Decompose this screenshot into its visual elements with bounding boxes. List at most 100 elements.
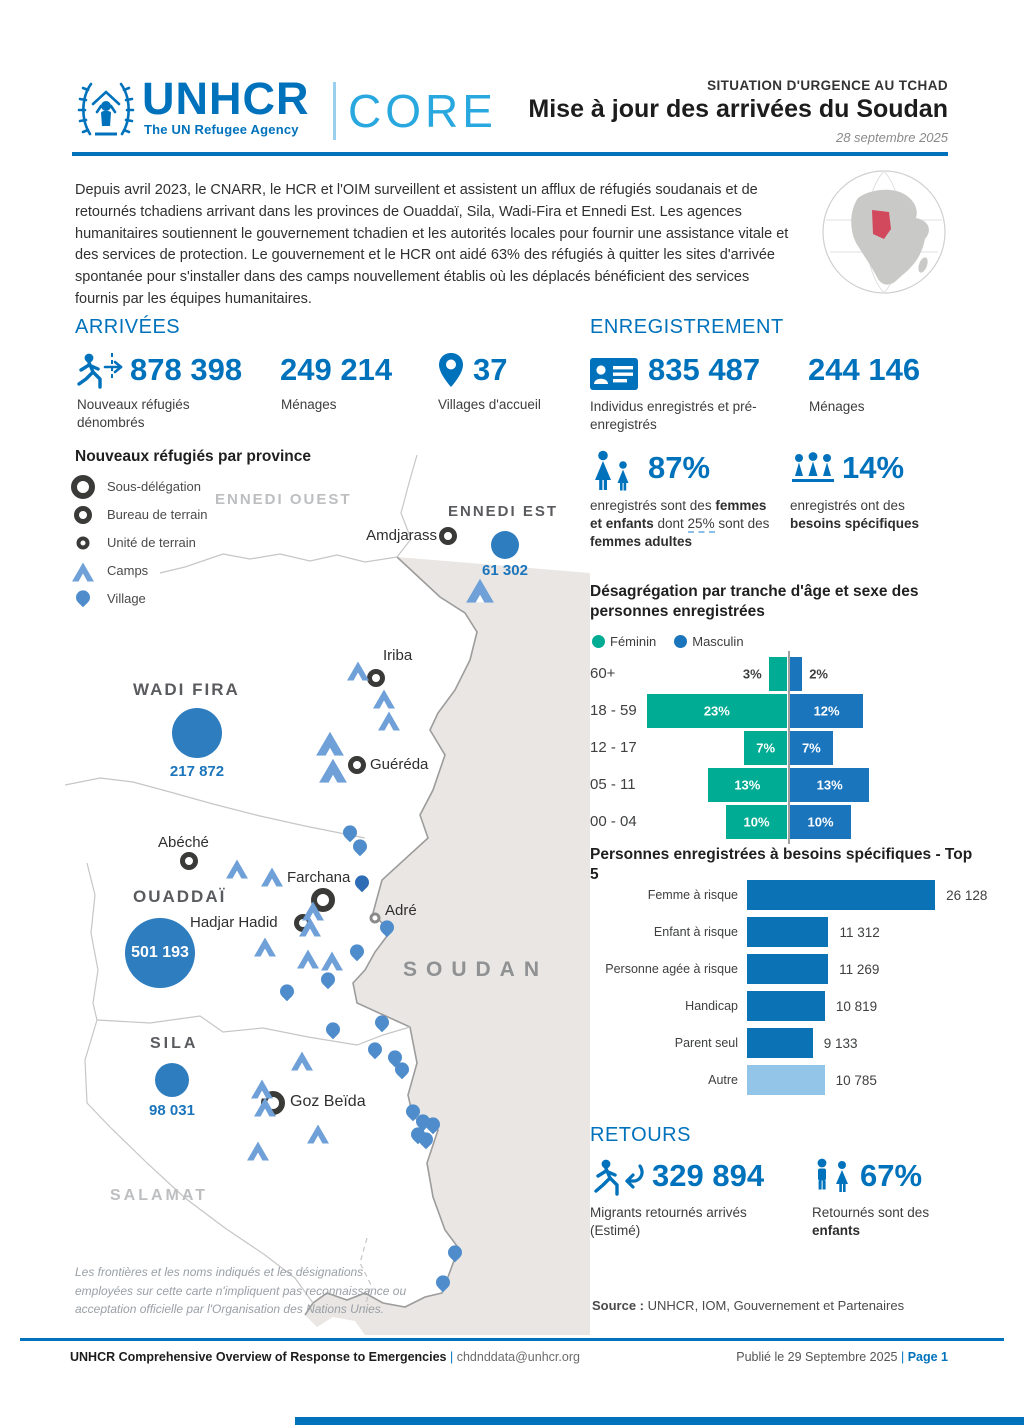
marker-abeche (180, 852, 198, 870)
town-label-amdjarass: Amdjarass (366, 527, 437, 544)
footer-page-separator: | (900, 1350, 908, 1364)
next-page-edge-band (295, 1417, 1024, 1425)
province-label-wadi-fira: WADI FIRA (133, 680, 240, 699)
id-card-icon (590, 358, 638, 390)
category-label: Femme à risque (647, 888, 738, 902)
stat-registered-value: 835 487 (648, 352, 761, 387)
masculin-bar: 13% (790, 767, 870, 802)
stat-registered-households-value: 244 146 (808, 352, 921, 387)
age-group-label: 60+ (590, 665, 616, 682)
category-label: Autre (708, 1073, 738, 1087)
section-title-retours: RETOURS (590, 1124, 691, 1146)
returnee-runner-icon (590, 1158, 646, 1202)
feminin-dot-icon (592, 635, 605, 648)
value-label: 9 133 (823, 1035, 858, 1051)
footer-title: UNHCR Comprehensive Overview of Response… (70, 1350, 447, 1364)
bar-row: Personne agée à risque 11 269 (590, 954, 990, 984)
bubble-wadi-fira-value: 217 872 (169, 763, 225, 780)
unhcr-tagline: The UN Refugee Agency (144, 122, 299, 137)
age-group-label: 12 - 17 (590, 739, 637, 756)
legend-bureau-icon (74, 506, 92, 524)
map-disclaimer: Les frontières et les noms indiqués et l… (75, 1265, 407, 1317)
pyramid-row: 60+ 3% 2% (590, 655, 966, 692)
value-bar-autre (747, 1065, 825, 1095)
bubble-ouaddai-value: 501 193 (131, 944, 189, 961)
bar-row: Autre 10 785 (590, 1065, 990, 1095)
stat-registered-households-label: Ménages (809, 399, 865, 414)
province-label-salamat: SALAMAT (110, 1187, 209, 1204)
town-label-adre: Adré (385, 902, 417, 919)
bubble-sila-value: 98 031 (149, 1102, 195, 1119)
pyramid-row: 18 - 59 23% 12% (590, 692, 966, 729)
bubble-ouaddai (125, 918, 195, 988)
legend-feminin: Féminin (592, 634, 656, 649)
label-text-bold: femmes adultes (590, 534, 693, 550)
bubble-sila (155, 1063, 189, 1097)
province-label-ennedi-ouest: ENNEDI OUEST (215, 491, 350, 508)
location-pin-icon (437, 352, 465, 390)
label-text: dont (653, 516, 688, 532)
category-label: Personne agée à risque (605, 962, 738, 976)
bar-value-label: 12% (813, 703, 840, 718)
value-bar (747, 954, 829, 984)
woman-child-icon (592, 450, 640, 496)
town-label-farchana: Farchana (287, 869, 351, 886)
category-label: Parent seul (674, 1036, 738, 1050)
stat-returnees-value: 329 894 (652, 1158, 765, 1193)
unhcr-wordmark: UNHCR (142, 73, 310, 124)
africa-globe-chad-icon (820, 168, 948, 296)
pyramid-row: 00 - 04 10% 10% (590, 803, 966, 840)
chad-provinces-map: Sous-délégation Bureau de terrain Unité … (65, 455, 590, 1335)
sudan-territory-fill (305, 557, 590, 1335)
stat-households-label: Ménages (281, 397, 337, 412)
bubble-ennedi-est (491, 531, 519, 559)
bar-row: Handicap 10 819 (590, 991, 990, 1021)
label-text: sont des (714, 516, 770, 532)
country-label-soudan: SOUDAN (403, 958, 549, 981)
bar-row: Enfant à risque 11 312 (590, 917, 990, 947)
report-date: 28 septembre 2025 (835, 130, 948, 145)
masculin-bar: 7% (790, 730, 833, 765)
pyramid-row: 12 - 17 7% 7% (590, 729, 966, 766)
label-text: enregistrés sont des (590, 498, 716, 513)
label-text-underlined: 25% (687, 516, 715, 534)
stat-villages-value: 37 (473, 352, 508, 387)
map-title: Nouveaux réfugiés par province (75, 448, 312, 465)
age-group-label: 05 - 11 (590, 776, 636, 793)
section-title-enregistrement: ENREGISTREMENT (590, 316, 784, 338)
age-sex-pyramid-chart: 60+ 3% 2% 18 - 59 23% 12% 12 - 17 7% 7% … (590, 651, 966, 844)
bar-value-label: 23% (703, 703, 730, 718)
footer-rule (20, 1338, 1004, 1341)
report-kicker: SITUATION D'URGENCE AU TCHAD (707, 78, 948, 93)
bar-value-label: 2% (809, 666, 828, 681)
stat-specific-needs-value: 14% (842, 450, 905, 485)
stat-villages-label: Villages d'accueil (438, 397, 541, 412)
bar-value-label: 13% (734, 777, 761, 792)
footer-separator: | (450, 1350, 454, 1364)
label-text-bold: besoins spécifiques (790, 516, 920, 532)
value-label: 11 312 (839, 924, 880, 940)
marker-farchana (311, 888, 335, 912)
legend-feminin-label: Féminin (610, 634, 657, 649)
footer-email-link[interactable]: chdnddata@unhcr.org (456, 1350, 580, 1364)
town-label-goz-beida: Goz Beïda (290, 1093, 366, 1110)
value-label: 11 269 (839, 961, 880, 977)
source-text: UNHCR, IOM, Gouvernement et Partenaires (644, 1298, 905, 1313)
legend-sous-delegation-icon (71, 475, 95, 499)
marker-amdjarass (439, 527, 457, 545)
masculin-bar: 2% (790, 656, 828, 691)
stat-households-value: 249 214 (280, 352, 393, 387)
feminin-bar: 3% (743, 656, 787, 691)
category-label: Handicap (685, 999, 738, 1013)
stat-new-refugees-value: 878 398 (130, 352, 243, 387)
age-group-label: 00 - 04 (590, 813, 637, 830)
footer-publish-date: Publié le 29 Septembre 2025 (736, 1350, 901, 1364)
legend-unite-icon (76, 536, 90, 550)
stat-women-children-label: enregistrés sont des femmes et enfants d… (590, 497, 782, 552)
source-label: Source : (592, 1298, 645, 1313)
group-people-icon (790, 452, 836, 494)
bar-value-label: 7% (756, 740, 776, 755)
intro-paragraph: Depuis avril 2023, le CNARR, le HCR et l… (75, 182, 789, 307)
town-label-iriba: Iriba (383, 647, 413, 664)
